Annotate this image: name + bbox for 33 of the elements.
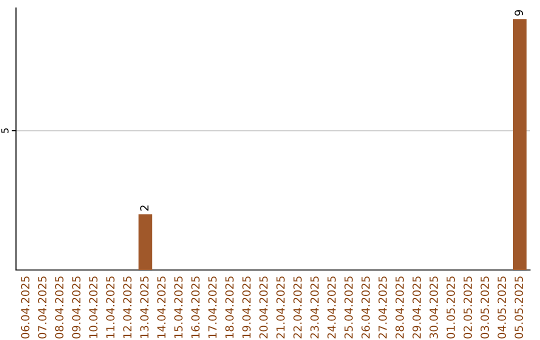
x-tick-label: 15.04.2025: [174, 276, 183, 338]
data-label: 2: [140, 206, 148, 211]
x-tick-label: 22.04.2025: [293, 276, 302, 338]
x-tick-label: 10.04.2025: [89, 276, 98, 338]
x-tick-label: 04.05.2025: [498, 276, 506, 338]
x-tick-label: 19.04.2025: [242, 276, 251, 338]
x-tick-label: 09.04.2025: [72, 276, 80, 338]
x-tick-label: 23.04.2025: [310, 276, 319, 338]
x-tick-label: 27.04.2025: [378, 276, 387, 338]
x-tick-label: 21.04.2025: [276, 276, 285, 338]
x-tick-label: 01.05.2025: [446, 276, 455, 338]
x-tick-label: 20.04.2025: [259, 276, 268, 338]
x-tick-label: 06.04.2025: [21, 276, 30, 338]
x-tick-label: 25.04.2025: [344, 276, 353, 338]
y-tick-label: 5: [1, 128, 9, 133]
x-tick-label: 13.04.2025: [140, 276, 149, 338]
x-tick-label: 02.05.2025: [464, 276, 472, 338]
x-tick-label: 18.04.2025: [225, 276, 234, 338]
x-tick-label: 14.04.2025: [157, 276, 166, 338]
x-tick-label: 11.04.2025: [106, 276, 115, 338]
x-tick-label: 17.04.2025: [208, 276, 217, 338]
x-tick-label: 16.04.2025: [191, 276, 200, 338]
x-tick-label: 28.04.2025: [395, 276, 404, 338]
x-tick-label: 29.04.2025: [412, 276, 421, 338]
x-tick-label: 07.04.2025: [38, 276, 46, 338]
x-tick-label: 05.05.2025: [514, 276, 524, 338]
x-tick-label: 30.04.2025: [430, 276, 438, 338]
x-tick-label: 12.04.2025: [123, 276, 132, 338]
x-tick-label: 03.05.2025: [480, 276, 489, 338]
x-tick-label: 24.04.2025: [327, 276, 336, 338]
x-tick-label: 08.04.2025: [55, 276, 64, 338]
data-label: 9: [514, 10, 524, 16]
x-tick-label: 26.04.2025: [361, 276, 370, 338]
